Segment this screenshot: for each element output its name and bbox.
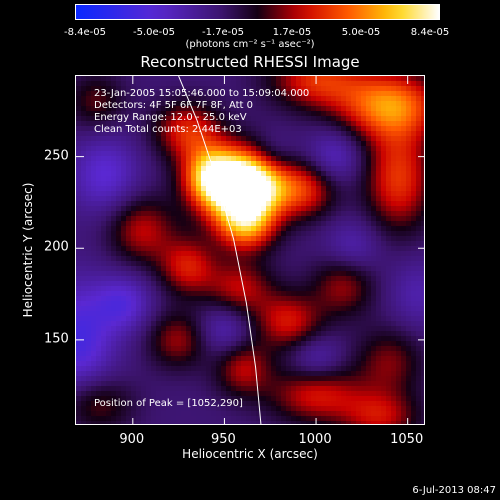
annotation-clean: Clean Total counts: 2.44E+03 [94,124,242,135]
heatmap-image [76,76,424,424]
annotation-energy: Energy Range: 12.0 - 25.0 keV [94,112,247,123]
x-tick-label: 950 [211,432,236,447]
colorbar-tick-label: 1.7e-05 [272,27,312,38]
y-tick-label: 200 [44,239,69,255]
solar-limb-line [178,76,262,424]
y-tick-label: 250 [44,148,69,164]
annotation-time: 23-Jan-2005 15:05:46.000 to 15:09:04.000 [94,88,310,99]
colorbar-tick-label: 8.4e-05 [410,27,450,38]
chart-title: Reconstructed RHESSI Image [140,53,360,71]
x-tick-label: 900 [119,432,145,447]
colorbar-tick-label: -8.4e-05 [64,27,106,38]
y-axis-label: Heliocentric Y (arcsec) [21,182,35,318]
colorbar-units-label: (photons cm⁻² s⁻¹ asec⁻²) [185,39,315,50]
x-axis-label: Heliocentric X (arcsec) [182,447,318,461]
y-tick-label: 150 [44,331,69,347]
x-tick-label: 1050 [390,432,424,447]
colorbar-tick-label: -1.7e-05 [202,27,244,38]
timestamp: 6-Jul-2013 08:47 [412,485,496,496]
annotation-detectors: Detectors: 4F 5F 6F 7F 8F, Att 0 [94,100,254,111]
colorbar [75,4,440,20]
colorbar-tick-label: 5.0e-05 [341,27,381,38]
colorbar-tick-label: -5.0e-05 [133,27,175,38]
x-tick-label: 1000 [298,432,332,447]
plot-area: 23-Jan-2005 15:05:46.000 to 15:09:04.000… [75,75,425,425]
annotation-peak: Position of Peak = [1052,290] [94,398,243,409]
